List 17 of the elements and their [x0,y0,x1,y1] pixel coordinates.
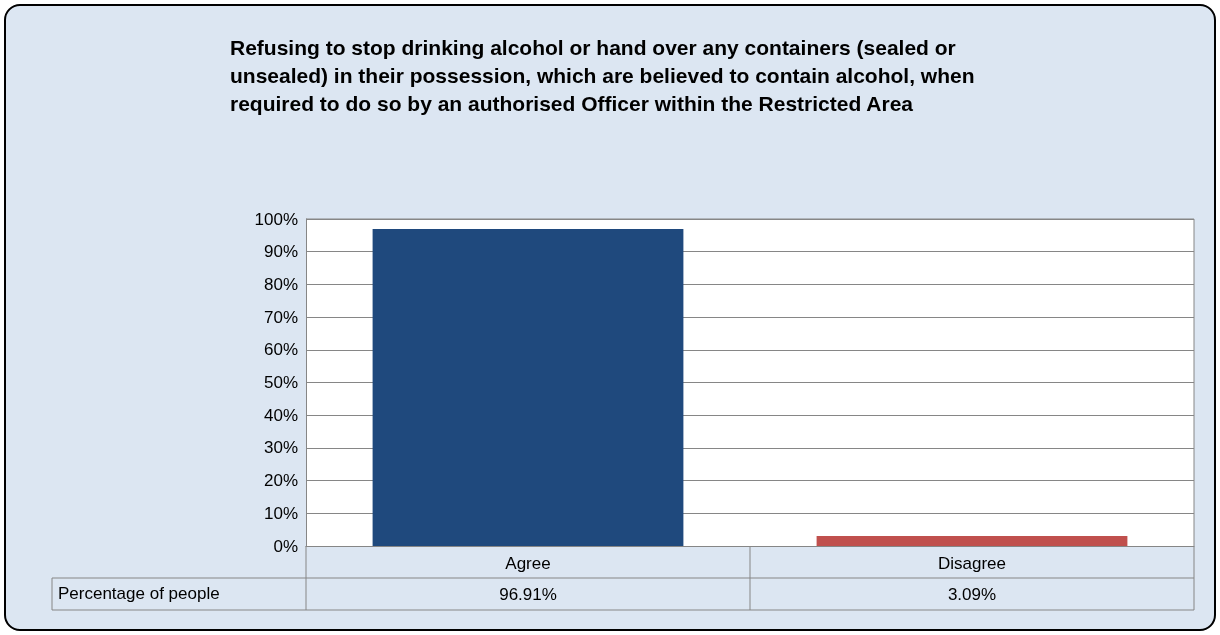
y-tick-label: 90% [263,242,298,262]
y-tick-label: 20% [263,471,298,491]
y-tick-label: 50% [263,373,298,392]
y-tick-label: 30% [263,438,298,458]
text: Percentage of people [58,584,220,603]
y-tick-label: 40% [263,405,298,425]
y-tick-label: 0% [273,536,298,556]
x-tick-label: Agree [505,554,551,573]
y-tick-label: 80% [263,274,298,294]
y-tick-label: 10% [263,503,298,523]
x-tick-label: Disagree [937,554,1007,573]
y-tick-label: 60% [263,340,298,360]
chart-title: Refusing to stop drinking alcohol or hand over any containers (sealed or unsealed) in their possession, which are believed to contain alcohol, when required to do so by an authorised Officer within the Restricted Area [230,35,981,115]
data-label: 96.91% [499,584,557,604]
y-tick-label: 100% [254,209,298,229]
y-tick-label: 70% [263,307,298,327]
data-label: 3.09% [947,584,997,604]
